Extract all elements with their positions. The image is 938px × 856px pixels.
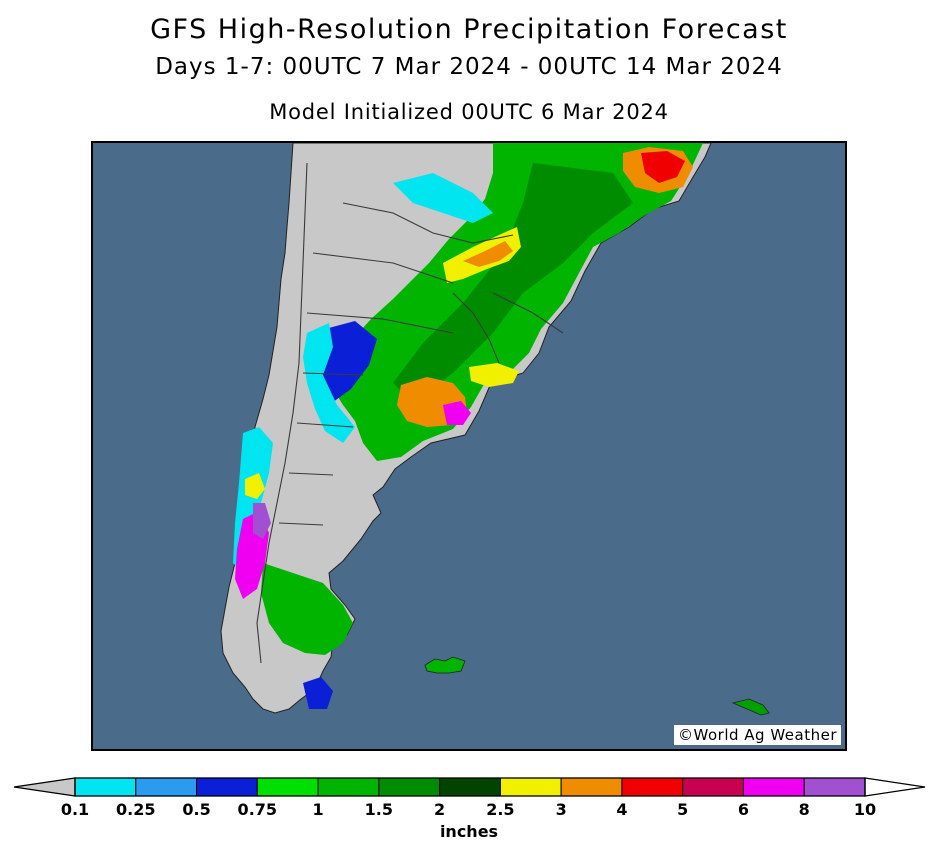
south-georgia-island <box>731 698 770 716</box>
precip-yellow-chile <box>245 473 265 499</box>
falkland-islands <box>424 656 466 674</box>
map-title: GFS High-Resolution Precipitation Foreca… <box>150 14 788 45</box>
border-brazil-uruguay <box>492 292 564 334</box>
legend-tick-label: 5 <box>677 800 689 819</box>
legend-bin <box>439 777 501 797</box>
legend-bin <box>135 777 198 797</box>
country-borders <box>256 162 564 664</box>
legend-tick-label: 3 <box>555 800 567 819</box>
precip-orange-north <box>463 241 513 267</box>
legend-bin <box>196 777 258 797</box>
precip-red-brazil <box>641 151 685 183</box>
map-canvas <box>93 143 845 749</box>
legend-bin <box>317 777 380 797</box>
legend-bin <box>682 777 744 797</box>
legend-tick-label: 4 <box>616 800 628 819</box>
precip-green-patagonia <box>261 563 353 655</box>
legend-bin <box>803 777 866 797</box>
legend-bin <box>378 777 441 797</box>
legend-units: inches <box>439 822 499 841</box>
legend-tick-label: 0.5 <box>182 800 211 819</box>
legend-tick-label: 0.25 <box>116 800 156 819</box>
legend-bin <box>742 777 805 797</box>
precip-cyan-andes <box>303 323 355 443</box>
precip-blue-south <box>303 677 333 709</box>
border-argentina-paraguay <box>342 202 514 244</box>
legend-tick-label: 2.5 <box>486 800 515 819</box>
precip-purple-southern-chile <box>253 503 271 539</box>
legend-tick-label: 6 <box>737 800 750 819</box>
legend-tick-label: 1.5 <box>364 800 394 819</box>
provincial-borders-argentina <box>278 252 454 526</box>
land-southern-south-america <box>220 143 712 714</box>
precipitation-map: ©World Ag Weather <box>91 141 847 751</box>
legend-tick-label: 2 <box>434 800 446 819</box>
precipitation-fill <box>233 143 703 709</box>
legend-bin <box>256 777 319 797</box>
border-chile-argentina <box>256 162 308 664</box>
model-init-time: Model Initialized 00UTC 6 Mar 2024 <box>269 100 669 124</box>
precip-magenta-central <box>443 401 471 425</box>
legend-bin <box>560 777 623 797</box>
legend-tick-label: 1 <box>312 800 324 819</box>
color-legend <box>13 777 926 797</box>
legend-tick-label: 8 <box>798 800 810 819</box>
legend-tick-label: 10 <box>853 800 877 819</box>
legend-outline <box>74 777 866 797</box>
legend-bin <box>74 777 137 797</box>
legend-tick-label: 0.1 <box>60 800 90 819</box>
precip-yellow-uruguay <box>469 363 519 387</box>
legend-bins <box>74 777 866 797</box>
border-argentina-uruguay <box>452 292 500 364</box>
legend-bin <box>499 777 562 797</box>
legend-tick-label: 0.75 <box>237 800 278 819</box>
legend-bin <box>621 777 684 797</box>
precip-cyan-north <box>393 173 493 223</box>
forecast-period: Days 1-7: 00UTC 7 Mar 2024 - 00UTC 14 Ma… <box>155 54 783 80</box>
legend-below-arrow <box>13 777 76 797</box>
legend-above-arrow <box>864 777 926 797</box>
precip-darkgreen-east <box>393 163 633 403</box>
copyright-credit: ©World Ag Weather <box>674 725 841 745</box>
